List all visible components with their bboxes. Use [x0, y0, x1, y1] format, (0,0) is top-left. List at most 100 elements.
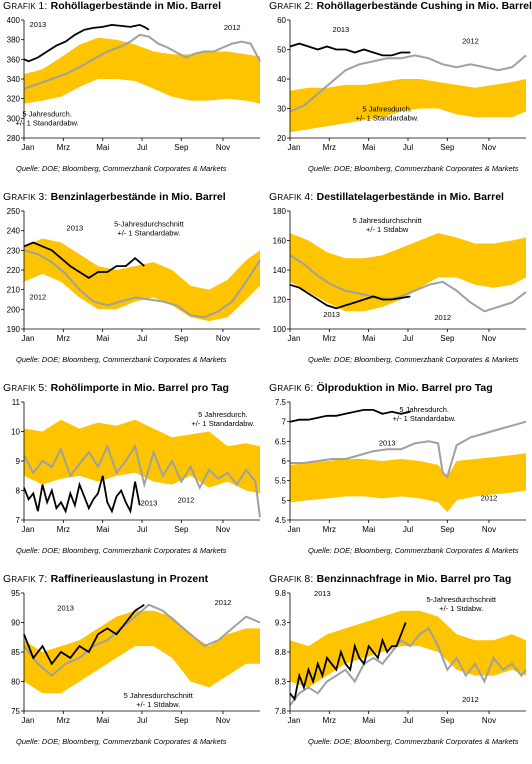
y-tick-label: 320 [7, 95, 21, 104]
source-note: Quelle: DOE; Bloomberg, Commerzbank Corp… [308, 164, 519, 173]
label-2013: 2013 [57, 604, 74, 613]
series-line-2012 [289, 626, 527, 706]
y-tick-label: 240 [7, 227, 21, 236]
band-area [290, 233, 526, 312]
y-tick-label: 7 [282, 418, 287, 427]
label-band-line2: +/- 1 Standardabw. [356, 113, 419, 122]
series-line-2013 [23, 23, 150, 63]
source-note: Quelle: DOE; Bloomberg, Commerzbank Corp… [308, 546, 519, 555]
label-band: 5 Jahresdurch. [399, 405, 449, 414]
chart-svg: 190 200 210 220 230 240 250 Jan Mrz Mai Jul Sep Nov 2… [7, 207, 261, 343]
source-note: Quelle: DOE; Bloomberg, Commerzbank Corp… [16, 164, 227, 173]
chart-number: GRAFIK 3: [3, 191, 51, 203]
y-tick-label: 210 [7, 286, 21, 295]
chart-number: GRAFIK 7: [3, 573, 51, 585]
chart-panel-1: GRAFIK 1: Rohöllagerbestände in Mio. Bar… [0, 0, 266, 191]
chart-title-text: Ölproduktion in Mio. Barrel pro Tag [316, 382, 493, 394]
chart-title-text: Benzinlagerbestände in Mio. Barrel [50, 191, 226, 203]
y-tick-label: 75 [11, 707, 20, 716]
chart-svg: 280 300 320 340 360 380 400 Jan Mrz Mai Jul Sep Nov 2… [7, 16, 261, 152]
y-tick-label: 30 [277, 105, 286, 114]
label-band-line2: +/- 1 Standardabw. [117, 229, 180, 238]
x-tick-label: Jan [288, 525, 301, 534]
y-tick-label: 360 [7, 55, 21, 64]
y-tick-label: 40 [277, 75, 286, 84]
label-band-line2: +/- 1 Stdabw. [136, 700, 180, 709]
chart-title: GRAFIK 5: Rohölimporte in Mio. Barrel pr… [3, 382, 229, 394]
chart-number: GRAFIK 1: [3, 0, 51, 12]
source-note: Quelle: DOE; Bloomberg, Commerzbank Corp… [16, 546, 227, 555]
label-2013: 2013 [67, 224, 84, 233]
y-tick-label: 5 [282, 496, 287, 505]
label-band-line2: +/- 1 Standardabw. [16, 118, 79, 127]
x-tick-label: Nov [216, 143, 230, 152]
chart-panel-7: GRAFIK 7: Raffinerieauslastung in Prozen… [0, 573, 266, 764]
y-tick-label: 6 [282, 457, 287, 466]
x-tick-label: Jan [288, 334, 301, 343]
y-tick-label: 200 [7, 305, 21, 314]
band-area [24, 419, 260, 494]
label-band-line2: +/- 1 Stdabw. [439, 604, 483, 613]
series-line-2012 [23, 33, 261, 90]
y-tick-label: 8.8 [275, 648, 287, 657]
label-band: 5-Jahresdurchschnitt [426, 595, 497, 604]
x-tick-label: Mai [96, 716, 109, 725]
x-tick-label: Mai [96, 525, 109, 534]
y-tick-label: 180 [273, 207, 287, 216]
x-tick-label: Nov [482, 143, 496, 152]
x-tick-label: Mrz [323, 716, 336, 725]
band-area [290, 453, 526, 513]
x-tick-label: Nov [216, 334, 230, 343]
y-tick-label: 120 [273, 296, 287, 305]
y-tick-label: 11 [12, 398, 21, 407]
y-tick-label: 9.8 [275, 589, 287, 598]
chart-panel-5: GRAFIK 5: Rohölimporte in Mio. Barrel pr… [0, 382, 266, 573]
y-tick-label: 80 [11, 678, 20, 687]
y-tick-label: 50 [277, 46, 286, 55]
label-2012: 2012 [462, 695, 479, 704]
label-2013: 2013 [314, 589, 331, 598]
x-tick-label: Jan [22, 716, 35, 725]
label-band: 5 Jahresdurch. [22, 109, 72, 118]
chart-title: GRAFIK 7: Raffinerieauslastung in Prozen… [3, 573, 208, 585]
chart-svg: 4.5 5 5.5 6 6.5 7 7.5 Jan Mrz Mai Jul Sep Nov 2013 201… [275, 398, 527, 534]
source-note: Quelle: DOE; Bloomberg, Commerzbank Corp… [308, 737, 519, 746]
x-tick-label: Jul [137, 143, 147, 152]
x-tick-label: Jul [403, 143, 413, 152]
source-note: Quelle: DOE; Bloomberg, Commerzbank Corp… [308, 355, 519, 364]
chart-panel-8: GRAFIK 8: Benzinnachfrage in Mio. Barrel… [266, 573, 532, 764]
y-tick-label: 5.5 [275, 477, 287, 486]
chart-number: GRAFIK 8: [269, 573, 317, 585]
label-2012: 2012 [462, 37, 479, 46]
y-tick-label: 380 [7, 36, 21, 45]
chart-title-text: Rohölimporte in Mio. Barrel pro Tag [50, 382, 229, 394]
label-band: 5 Jahresdurch. [362, 104, 412, 113]
x-tick-label: Sep [440, 143, 455, 152]
x-tick-label: Mai [362, 525, 375, 534]
chart-svg: 100 120 140 160 180 Jan Mrz Mai Jul Sep Nov 2013 201… [273, 207, 527, 343]
chart-number: GRAFIK 2: [269, 0, 317, 12]
band-area [290, 610, 526, 688]
series-line-2012 [23, 443, 261, 518]
y-tick-label: 400 [7, 16, 21, 25]
x-tick-label: Mrz [323, 143, 336, 152]
x-tick-label: Jul [403, 334, 413, 343]
chart-number: GRAFIK 5: [3, 382, 51, 394]
chart-svg: 75 80 85 90 95 Jan Mrz Mai Jul Sep Nov 2013 2012 5 Ja… [11, 589, 261, 725]
x-tick-label: Jan [22, 334, 35, 343]
x-tick-label: Nov [482, 525, 496, 534]
x-tick-label: Jul [137, 716, 147, 725]
band-area [24, 37, 260, 104]
x-tick-label: Mai [96, 334, 109, 343]
band-area [24, 610, 260, 694]
chart-panel-2: GRAFIK 2: Rohöllagerbestände Cushing in … [266, 0, 532, 191]
y-tick-label: 4.5 [275, 516, 287, 525]
y-tick-label: 60 [277, 16, 286, 25]
chart-number: GRAFIK 6: [269, 382, 317, 394]
label-band-line2: +/- 1 Standardabw. [393, 414, 456, 423]
y-tick-label: 9 [16, 457, 21, 466]
series-line-2013 [289, 42, 411, 57]
label-band: 5-Jahresdurchschnitt [114, 220, 185, 229]
chart-svg: 7.8 8.3 8.8 9.3 9.8 Jan Mrz Mai Jul Sep Nov 2013 201… [275, 589, 527, 725]
x-tick-label: Sep [440, 334, 455, 343]
